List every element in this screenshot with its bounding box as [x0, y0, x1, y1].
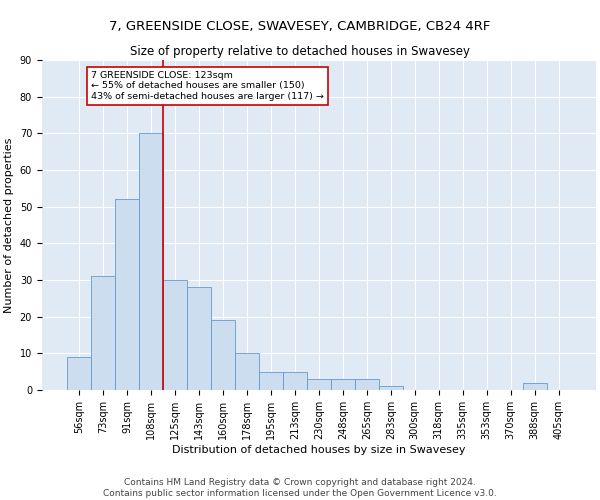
Bar: [67, 357, 91, 390]
Bar: [211, 320, 235, 390]
Bar: [115, 200, 139, 390]
Bar: [283, 372, 307, 390]
Bar: [331, 379, 355, 390]
X-axis label: Distribution of detached houses by size in Swavesey: Distribution of detached houses by size …: [172, 444, 466, 454]
Bar: [523, 382, 547, 390]
Bar: [91, 276, 115, 390]
Text: Contains HM Land Registry data © Crown copyright and database right 2024.
Contai: Contains HM Land Registry data © Crown c…: [103, 478, 497, 498]
Bar: [139, 134, 163, 390]
Text: 7 GREENSIDE CLOSE: 123sqm
← 55% of detached houses are smaller (150)
43% of semi: 7 GREENSIDE CLOSE: 123sqm ← 55% of detac…: [91, 71, 324, 101]
Text: Size of property relative to detached houses in Swavesey: Size of property relative to detached ho…: [130, 45, 470, 58]
Bar: [379, 386, 403, 390]
Bar: [235, 354, 259, 390]
Bar: [307, 379, 331, 390]
Bar: [163, 280, 187, 390]
Text: 7, GREENSIDE CLOSE, SWAVESEY, CAMBRIDGE, CB24 4RF: 7, GREENSIDE CLOSE, SWAVESEY, CAMBRIDGE,…: [109, 20, 491, 33]
Bar: [355, 379, 379, 390]
Bar: [259, 372, 283, 390]
Bar: [187, 288, 211, 390]
Y-axis label: Number of detached properties: Number of detached properties: [4, 138, 14, 312]
